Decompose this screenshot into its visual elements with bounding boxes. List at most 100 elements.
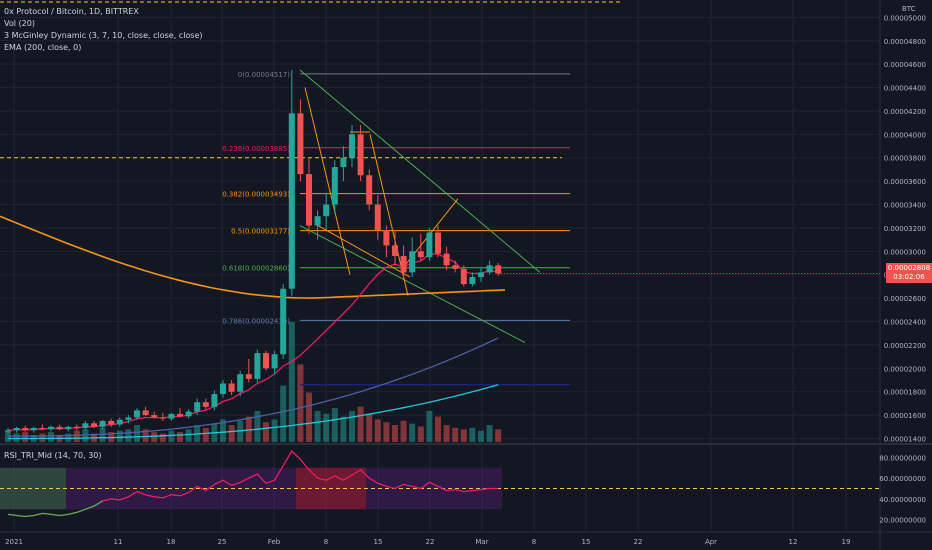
rsi-line xyxy=(7,450,499,518)
candle-body xyxy=(383,230,390,246)
price-tick-label: 0.00003200 xyxy=(884,225,926,233)
volume-bar xyxy=(486,425,493,442)
volume-bar xyxy=(22,432,29,442)
volume-bar xyxy=(478,430,484,442)
candle-body xyxy=(5,430,11,432)
volume-bar xyxy=(340,416,347,442)
time-tick-label: 8 xyxy=(532,538,536,546)
time-tick-label: 22 xyxy=(634,538,643,546)
volume-bar xyxy=(306,392,312,442)
volume-bar xyxy=(13,433,20,442)
candle-body xyxy=(392,245,398,256)
candle-body xyxy=(13,427,20,431)
volume-bar xyxy=(323,413,330,442)
time-axis[interactable]: 2021 11 18 25 Feb 8 15 22 Mar 8 15 22 Apr 12 19 xyxy=(5,538,850,546)
ema200-line xyxy=(0,215,506,299)
mcginley-fast-line xyxy=(7,253,499,431)
candle-body xyxy=(314,216,321,226)
mcginley-indicator-label[interactable]: 3 McGinley Dynamic (3, 7, 10, close, clo… xyxy=(4,31,203,40)
volume-bar xyxy=(151,432,158,442)
trend-line-orange-3 xyxy=(317,225,411,278)
time-tick-label: 22 xyxy=(426,538,435,546)
ema-indicator-label[interactable]: EMA (200, close, 0) xyxy=(4,43,82,52)
symbol-title[interactable]: 0x Protocol / Bitcoin, 1D, BITTREX xyxy=(4,7,139,16)
time-tick-label: 11 xyxy=(114,538,123,546)
candles xyxy=(5,70,880,434)
candle-body xyxy=(151,415,158,418)
volume-bar xyxy=(271,419,278,442)
volume-bar xyxy=(228,425,235,442)
candle-body xyxy=(460,268,467,285)
volume-bar xyxy=(159,433,166,442)
rsi-tick-label: 60.00000000 xyxy=(879,475,926,483)
price-tick-label: 0.00004600 xyxy=(884,61,926,69)
candle-body xyxy=(134,410,140,418)
volume-bar xyxy=(116,430,123,442)
candle-body xyxy=(159,417,166,419)
candle-body xyxy=(254,353,261,379)
candle-body xyxy=(288,113,295,289)
candle-body xyxy=(108,420,115,425)
candle-body xyxy=(177,413,183,417)
time-tick-label: Apr xyxy=(705,538,717,546)
candle-body xyxy=(91,423,97,427)
mcginley-mid-line xyxy=(7,337,499,437)
candle-body xyxy=(349,134,355,158)
time-tick-label: 15 xyxy=(374,538,383,546)
volume-bar xyxy=(366,413,373,442)
time-tick-label: Feb xyxy=(268,538,281,546)
volume-bar xyxy=(349,410,355,442)
price-tick-label: 0.00003600 xyxy=(884,178,926,186)
volume-bar xyxy=(314,410,321,442)
volume-bar xyxy=(48,432,54,442)
fib-label-0.786: 0.786(0.00002410) xyxy=(222,317,290,325)
volume-bar xyxy=(73,430,80,442)
candle-body xyxy=(263,353,269,369)
candle-body xyxy=(39,427,46,430)
volume-bar xyxy=(134,425,140,442)
candle-body xyxy=(237,374,244,392)
time-tick-label: Mar xyxy=(475,538,488,546)
price-tick-label: 0.00004800 xyxy=(884,38,926,46)
time-tick-label: 15 xyxy=(582,538,591,546)
candle-body xyxy=(125,417,132,420)
candle-body xyxy=(486,265,493,273)
volume-bar xyxy=(220,419,226,442)
candle-body xyxy=(168,413,175,419)
candle-body xyxy=(194,402,201,412)
trend-line-upper xyxy=(299,69,541,273)
fib-label-0: 0(0.00004517) xyxy=(238,71,290,79)
time-tick-label: 19 xyxy=(842,538,851,546)
rsi-legend[interactable]: RSI_TRI_Mid (14, 70, 30) xyxy=(4,451,102,460)
candle-body xyxy=(340,157,347,168)
price-tick-label: 0.00004000 xyxy=(884,131,926,139)
volume-bar xyxy=(263,422,269,442)
fib-label-0.236: 0.236(0.00003885) xyxy=(222,145,290,153)
candle-body xyxy=(99,420,106,427)
candle-body xyxy=(48,426,54,430)
time-tick-label: 12 xyxy=(789,538,798,546)
price-tick-label: 0.00002200 xyxy=(884,342,926,350)
vol-indicator-label[interactable]: Vol (20) xyxy=(4,19,35,28)
candle-body xyxy=(22,427,29,431)
volume-bar xyxy=(417,426,424,442)
price-tick-label: 0.00001600 xyxy=(884,412,926,420)
last-price-tag: 0.00002808 03:02:06 xyxy=(886,263,932,283)
volume-bar xyxy=(469,427,476,442)
volume-bar xyxy=(254,410,261,442)
volume-bar xyxy=(125,429,132,442)
candle-body xyxy=(116,419,123,425)
candle-body xyxy=(245,374,252,379)
rsi-oversold-zone xyxy=(0,467,66,510)
rsi-tick-label: 20.00000000 xyxy=(879,517,926,525)
candle-body xyxy=(478,272,484,278)
candle-body xyxy=(271,354,278,369)
time-tick-label: 8 xyxy=(324,538,328,546)
price-axis[interactable]: 0.00005000 0.00004800 0.00004600 0.00004400… xyxy=(879,14,926,524)
price-tick-label: 0.00002000 xyxy=(884,365,926,373)
rsi-bands xyxy=(0,467,880,510)
volume-bar xyxy=(460,429,467,442)
candle-body xyxy=(211,394,218,407)
candle-body xyxy=(469,277,476,285)
